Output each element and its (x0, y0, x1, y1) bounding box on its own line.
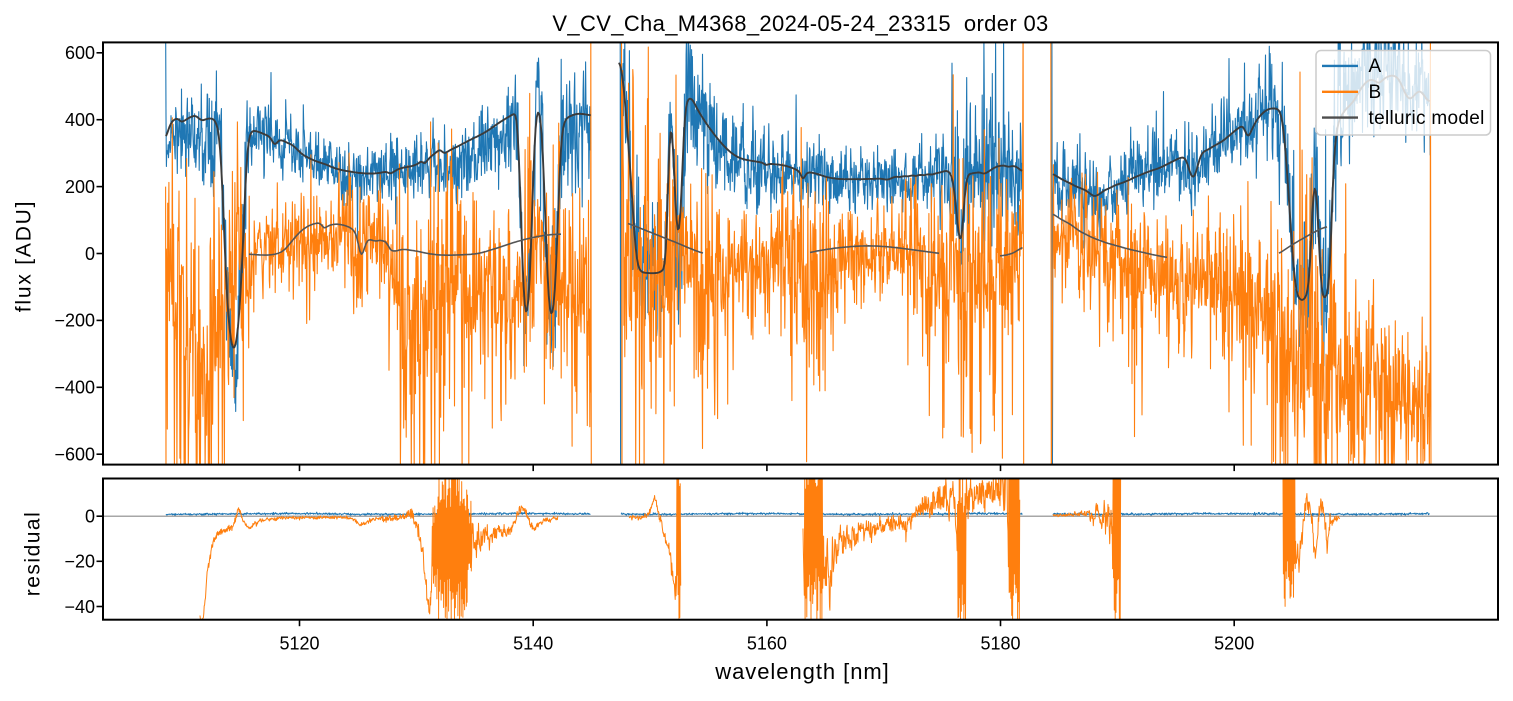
svg-text:−20: −20 (64, 552, 95, 572)
svg-text:flux [ADU]: flux [ADU] (13, 200, 36, 313)
svg-text:5180: 5180 (980, 634, 1020, 654)
svg-text:B: B (1369, 82, 1382, 103)
svg-text:5200: 5200 (1214, 634, 1254, 654)
svg-text:0: 0 (85, 244, 95, 264)
svg-text:residual: residual (22, 511, 45, 597)
svg-text:5120: 5120 (279, 634, 319, 654)
svg-text:5160: 5160 (747, 634, 787, 654)
svg-text:A: A (1369, 56, 1382, 77)
svg-text:−40: −40 (64, 597, 95, 617)
svg-text:0: 0 (85, 507, 95, 527)
svg-text:5140: 5140 (513, 634, 553, 654)
svg-text:600: 600 (65, 43, 95, 63)
svg-text:−600: −600 (54, 445, 95, 465)
svg-text:−200: −200 (54, 311, 95, 331)
svg-text:−400: −400 (54, 378, 95, 398)
svg-text:wavelength [nm]: wavelength [nm] (714, 659, 889, 684)
svg-text:200: 200 (65, 177, 95, 197)
svg-text:V_CV_Cha_M4368_2024-05-24_2331: V_CV_Cha_M4368_2024-05-24_23315 order 03 (552, 11, 1048, 36)
svg-text:400: 400 (65, 110, 95, 130)
svg-text:telluric model: telluric model (1369, 108, 1485, 129)
